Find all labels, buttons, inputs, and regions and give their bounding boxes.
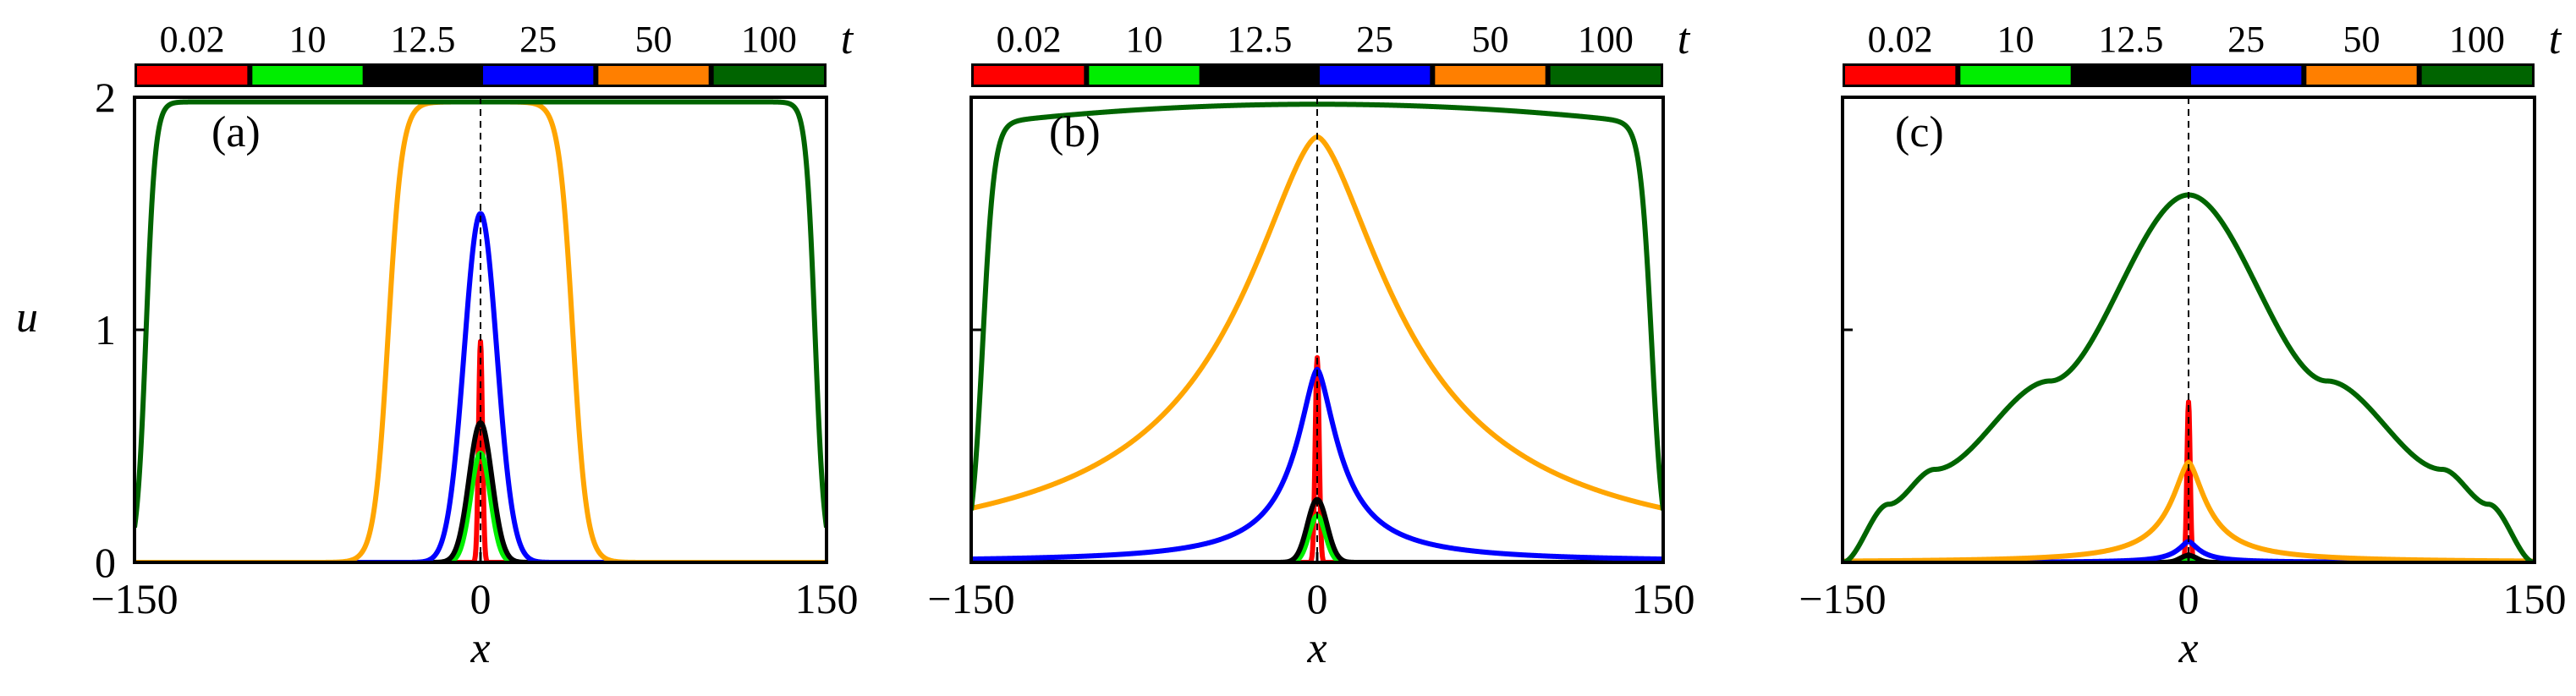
series-line-t-0.02 bbox=[971, 355, 1663, 562]
legend-swatch-10 bbox=[1960, 66, 2071, 85]
legend-label: 100 bbox=[2449, 19, 2505, 60]
panel-c: 0.02 10 12.5 25 50 100 t −150 0 150 x (c) bbox=[1799, 15, 2566, 672]
series-line-t-25 bbox=[971, 366, 1663, 562]
y-tick-label: 2 bbox=[95, 74, 116, 121]
x-tick-label: −150 bbox=[91, 575, 178, 622]
legend-label: 12.5 bbox=[1227, 19, 1292, 60]
legend-bar: 0.02 10 12.5 25 50 100 t bbox=[971, 15, 1691, 87]
legend-swatch-25 bbox=[483, 66, 594, 85]
legend-swatch-100 bbox=[713, 66, 824, 85]
panel-label: (b) bbox=[1049, 108, 1101, 156]
legend-swatch-50 bbox=[598, 66, 709, 85]
legend-swatch-10 bbox=[252, 66, 363, 85]
legend-symbol: t bbox=[2549, 15, 2562, 63]
panel-label: (a) bbox=[211, 108, 261, 156]
legend-label: 0.02 bbox=[1868, 19, 1933, 60]
legend-bar: 0.02 10 12.5 25 50 100 t bbox=[135, 15, 854, 87]
x-tick-label: −150 bbox=[1799, 575, 1886, 622]
legend-bar-frame bbox=[1843, 63, 2535, 87]
x-axis-label: x bbox=[470, 624, 490, 672]
legend-swatch-0.02 bbox=[137, 66, 248, 85]
legend-label: 100 bbox=[741, 19, 797, 60]
legend-label: 0.02 bbox=[160, 19, 225, 60]
x-tick-label: 150 bbox=[1632, 575, 1695, 622]
x-tick-label: −150 bbox=[927, 575, 1014, 622]
y-tick-label: 1 bbox=[95, 306, 116, 353]
legend-swatch-50 bbox=[1435, 66, 1546, 85]
series-line-t-0.02 bbox=[135, 338, 827, 562]
series-line-t-25 bbox=[135, 211, 827, 562]
legend-bar-frame bbox=[971, 63, 1663, 87]
x-tick-label: 0 bbox=[2178, 575, 2200, 622]
legend-swatch-12.5 bbox=[2075, 66, 2186, 85]
y-axis-label: u bbox=[16, 293, 38, 342]
legend-swatch-100 bbox=[1550, 66, 1661, 85]
x-axis-label: x bbox=[2178, 624, 2198, 672]
legend-label: 25 bbox=[2227, 19, 2265, 60]
legend-swatch-12.5 bbox=[367, 66, 478, 85]
panel-b: 0.02 10 12.5 25 50 100 t −150 0 150 x (b) bbox=[927, 15, 1694, 672]
legend-bar: 0.02 10 12.5 25 50 100 t bbox=[1843, 15, 2562, 87]
series-group bbox=[1843, 192, 2535, 562]
legend-label: 50 bbox=[635, 19, 673, 60]
legend-label: 12.5 bbox=[390, 19, 455, 60]
legend-swatch-100 bbox=[2421, 66, 2532, 85]
x-tick-label: 150 bbox=[2503, 575, 2567, 622]
legend-label: 0.02 bbox=[997, 19, 1062, 60]
legend-label: 50 bbox=[1472, 19, 1509, 60]
legend-bar-frame bbox=[135, 63, 827, 87]
legend-label: 12.5 bbox=[2098, 19, 2163, 60]
legend-label: 10 bbox=[1997, 19, 2035, 60]
legend-swatch-0.02 bbox=[974, 66, 1085, 85]
series-line-t-0.02 bbox=[1843, 399, 2535, 562]
x-tick-label: 0 bbox=[470, 575, 492, 622]
series-line-t-12.5 bbox=[971, 496, 1663, 562]
legend-swatch-0.02 bbox=[1845, 66, 1956, 85]
legend-label: 50 bbox=[2343, 19, 2381, 60]
legend-swatch-25 bbox=[2191, 66, 2302, 85]
x-axis-label: x bbox=[1306, 624, 1326, 672]
legend-label: 100 bbox=[1578, 19, 1634, 60]
legend-swatch-10 bbox=[1089, 66, 1200, 85]
legend-swatch-12.5 bbox=[1204, 66, 1315, 85]
x-tick-label: 150 bbox=[795, 575, 859, 622]
legend-label: 25 bbox=[519, 19, 557, 60]
legend-swatch-25 bbox=[1320, 66, 1431, 85]
x-tick-label: 0 bbox=[1307, 575, 1328, 622]
series-line-t-50 bbox=[1843, 459, 2535, 562]
panel-label: (c) bbox=[1895, 108, 1944, 156]
legend-label: 10 bbox=[1126, 19, 1163, 60]
series-line-t-100 bbox=[971, 101, 1663, 511]
legend-symbol: t bbox=[841, 15, 854, 63]
legend-symbol: t bbox=[1678, 15, 1691, 63]
y-tick-label: 0 bbox=[95, 539, 116, 586]
legend-label: 25 bbox=[1356, 19, 1393, 60]
legend-swatch-50 bbox=[2306, 66, 2417, 85]
legend-label: 10 bbox=[289, 19, 327, 60]
